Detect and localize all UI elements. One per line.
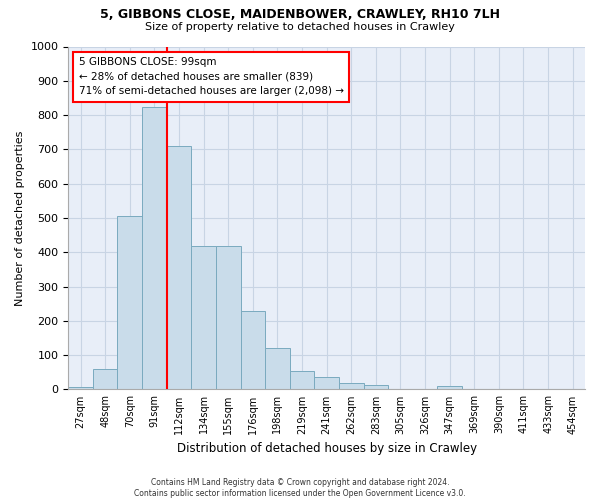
Text: 5 GIBBONS CLOSE: 99sqm
← 28% of detached houses are smaller (839)
71% of semi-de: 5 GIBBONS CLOSE: 99sqm ← 28% of detached…	[79, 57, 344, 96]
Text: 5, GIBBONS CLOSE, MAIDENBOWER, CRAWLEY, RH10 7LH: 5, GIBBONS CLOSE, MAIDENBOWER, CRAWLEY, …	[100, 8, 500, 20]
Bar	[339, 384, 364, 390]
Bar	[68, 386, 93, 390]
Bar	[93, 369, 118, 390]
Bar	[167, 146, 191, 390]
Text: Contains HM Land Registry data © Crown copyright and database right 2024.
Contai: Contains HM Land Registry data © Crown c…	[134, 478, 466, 498]
Bar	[191, 246, 216, 390]
Bar	[290, 370, 314, 390]
Bar	[241, 310, 265, 390]
Bar	[142, 106, 167, 390]
Bar	[265, 348, 290, 390]
Bar	[364, 386, 388, 390]
Y-axis label: Number of detached properties: Number of detached properties	[15, 130, 25, 306]
Text: Size of property relative to detached houses in Crawley: Size of property relative to detached ho…	[145, 22, 455, 32]
Bar	[216, 246, 241, 390]
Bar	[437, 386, 462, 390]
X-axis label: Distribution of detached houses by size in Crawley: Distribution of detached houses by size …	[176, 442, 477, 455]
Bar	[314, 378, 339, 390]
Bar	[118, 216, 142, 390]
